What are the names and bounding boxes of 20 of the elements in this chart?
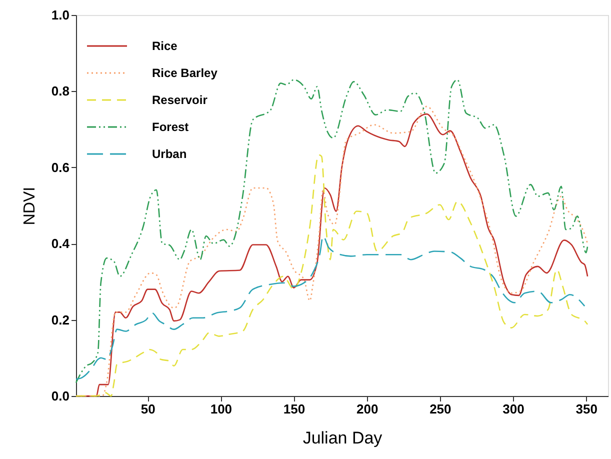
- x-axis-title: Julian Day: [302, 428, 383, 448]
- legend-label: Reservoir: [152, 93, 208, 107]
- y-tick-label: 0.2: [51, 312, 70, 328]
- y-tick-label: 0.0: [51, 388, 70, 404]
- legend-label: Rice Barley: [152, 66, 218, 80]
- x-tick-label: 100: [210, 402, 232, 416]
- y-tick-label: 0.8: [51, 84, 70, 99]
- y-tick-label: 0.6: [51, 160, 70, 175]
- x-tick-label: 350: [576, 402, 598, 416]
- x-tick-label: 300: [502, 402, 524, 416]
- legend-label: Urban: [152, 147, 187, 161]
- x-tick-label: 250: [430, 402, 452, 416]
- x-tick-label: 50: [140, 402, 156, 416]
- legend-label: Forest: [152, 120, 189, 134]
- x-tick-label: 200: [356, 402, 378, 416]
- legend-label: Rice: [152, 39, 178, 53]
- x-tick-label: 150: [283, 402, 306, 416]
- y-tick-label: 1.0: [51, 8, 70, 22]
- y-tick-label: 0.4: [51, 236, 70, 252]
- y-axis-title: NDVI: [21, 186, 38, 226]
